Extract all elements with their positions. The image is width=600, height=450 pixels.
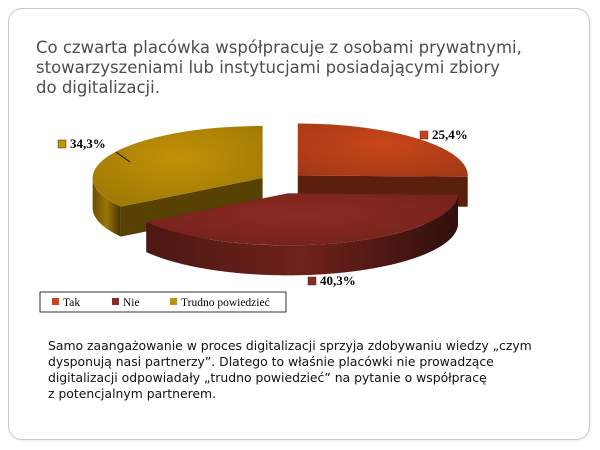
slide-title-line: stowarzyszeniami lub instytucjami posiad… (36, 58, 500, 77)
legend-swatch (112, 298, 119, 305)
legend-item: Nie (123, 297, 140, 309)
legend-swatch (170, 298, 177, 305)
slide-title: Co czwarta placówka współpracuje z osoba… (36, 38, 536, 98)
data-label-marker (419, 130, 429, 140)
pie-slice-side-wall (146, 194, 459, 276)
pie-slice-side-wall (92, 178, 121, 237)
slide-title-line: Co czwarta placówka współpracuje z osoba… (36, 38, 522, 57)
pie-slice-trudno-powiedziec (92, 125, 263, 207)
data-label-marker (307, 276, 317, 286)
slide-caption: Samo zaangażowanie w proces digitalizacj… (48, 338, 558, 402)
legend-item: Trudno powiedzieć (181, 297, 270, 309)
caption-line: dysponują nasi partnerzy”. Dlatego to wł… (48, 354, 494, 369)
caption-line: z potencjalnym partnerem. (48, 386, 217, 401)
data-label-leader (115, 151, 131, 163)
pie-slice-nie (146, 193, 459, 246)
legend-swatch (52, 298, 59, 305)
caption-line: digitalizacji odpowiadały „trudno powied… (48, 370, 487, 385)
chart-legend (39, 291, 287, 313)
caption-line: Samo zaangażowanie w proces digitalizacj… (48, 338, 532, 353)
slide-title-line: do digitalizacji. (36, 78, 160, 97)
data-label: 34,3% (70, 136, 106, 151)
data-label-marker (57, 139, 67, 149)
pie-slice-tak (297, 123, 468, 177)
data-label: 40,3% (320, 273, 356, 288)
legend-item: Tak (63, 297, 80, 309)
data-label: 25,4% (432, 127, 468, 142)
